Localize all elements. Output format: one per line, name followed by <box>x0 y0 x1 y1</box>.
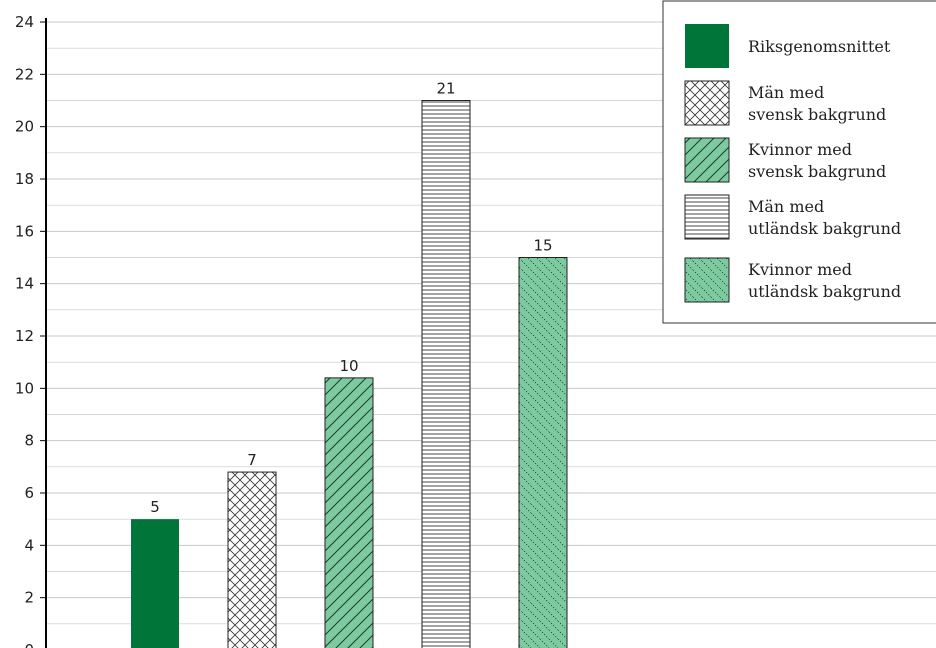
legend-swatch <box>684 194 730 240</box>
data-label: 10 <box>339 357 358 375</box>
legend-swatch <box>684 137 730 183</box>
legend-swatch <box>685 24 729 68</box>
y-tick-label: 4 <box>24 536 34 554</box>
y-tick-label: 12 <box>15 327 34 345</box>
y-tick-label: 10 <box>15 379 34 397</box>
y-tick-label: 18 <box>15 170 34 188</box>
y-tick-label: 22 <box>15 65 34 83</box>
legend-swatch <box>684 257 730 303</box>
data-label: 15 <box>533 237 552 255</box>
y-tick-label: 2 <box>24 589 34 607</box>
y-tick-label: 16 <box>15 222 34 240</box>
y-tick-label: 24 <box>15 13 34 31</box>
y-tick-label: 8 <box>24 432 34 450</box>
data-label: 7 <box>247 451 257 469</box>
legend-label: Kvinnor med svensk bakgrund <box>748 140 886 181</box>
legend-label: Män med svensk bakgrund <box>748 83 886 124</box>
bar <box>227 471 277 648</box>
legend-label: Män med utländsk bakgrund <box>748 197 901 238</box>
legend-swatch <box>684 80 730 126</box>
y-tick-label: 0 <box>24 641 34 648</box>
bar <box>324 377 374 648</box>
y-tick-label: 6 <box>24 484 34 502</box>
bar <box>421 100 471 648</box>
bar <box>518 257 568 648</box>
y-tick-label: 14 <box>15 275 34 293</box>
data-label: 5 <box>150 498 160 516</box>
data-label: 21 <box>436 80 455 98</box>
bar <box>131 519 179 648</box>
y-tick-label: 20 <box>15 118 34 136</box>
legend-label: Kvinnor med utländsk bakgrund <box>748 260 901 301</box>
legend-label: Riksgenomsnittet <box>748 37 891 56</box>
